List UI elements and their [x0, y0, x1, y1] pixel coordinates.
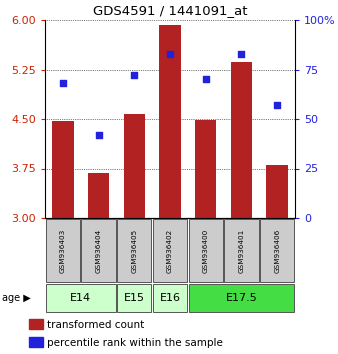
Bar [153, 219, 187, 282]
Bar [189, 284, 294, 312]
Text: GSM936402: GSM936402 [167, 228, 173, 273]
Text: GSM936401: GSM936401 [238, 228, 244, 273]
Point [239, 51, 244, 57]
Text: percentile rank within the sample: percentile rank within the sample [47, 338, 223, 348]
Text: E17.5: E17.5 [225, 293, 257, 303]
Bar [52, 121, 74, 218]
Text: GSM936405: GSM936405 [131, 228, 137, 273]
Bar [195, 120, 216, 218]
Bar [117, 219, 151, 282]
Bar [224, 219, 259, 282]
Text: transformed count: transformed count [47, 320, 145, 330]
Point [60, 80, 66, 86]
Text: GSM936403: GSM936403 [60, 228, 66, 273]
Title: GDS4591 / 1441091_at: GDS4591 / 1441091_at [93, 5, 247, 17]
Text: E14: E14 [70, 293, 91, 303]
Text: GSM936406: GSM936406 [274, 228, 280, 273]
Bar [153, 284, 187, 312]
Bar [260, 219, 294, 282]
Point [96, 132, 101, 138]
Bar [266, 165, 288, 218]
Bar [124, 114, 145, 218]
Point [167, 51, 173, 57]
Text: E16: E16 [160, 293, 180, 303]
Point [274, 102, 280, 108]
Bar [29, 337, 43, 347]
Text: GSM936400: GSM936400 [203, 228, 209, 273]
Bar [46, 284, 116, 312]
Bar [88, 173, 109, 218]
Bar [29, 319, 43, 330]
Text: GSM936404: GSM936404 [96, 228, 102, 273]
Bar [231, 62, 252, 218]
Bar [159, 25, 181, 218]
Text: age ▶: age ▶ [2, 293, 30, 303]
Point [203, 76, 209, 82]
Bar [81, 219, 116, 282]
Bar [189, 219, 223, 282]
Bar [46, 219, 80, 282]
Text: E15: E15 [124, 293, 145, 303]
Bar [117, 284, 151, 312]
Point [131, 73, 137, 78]
